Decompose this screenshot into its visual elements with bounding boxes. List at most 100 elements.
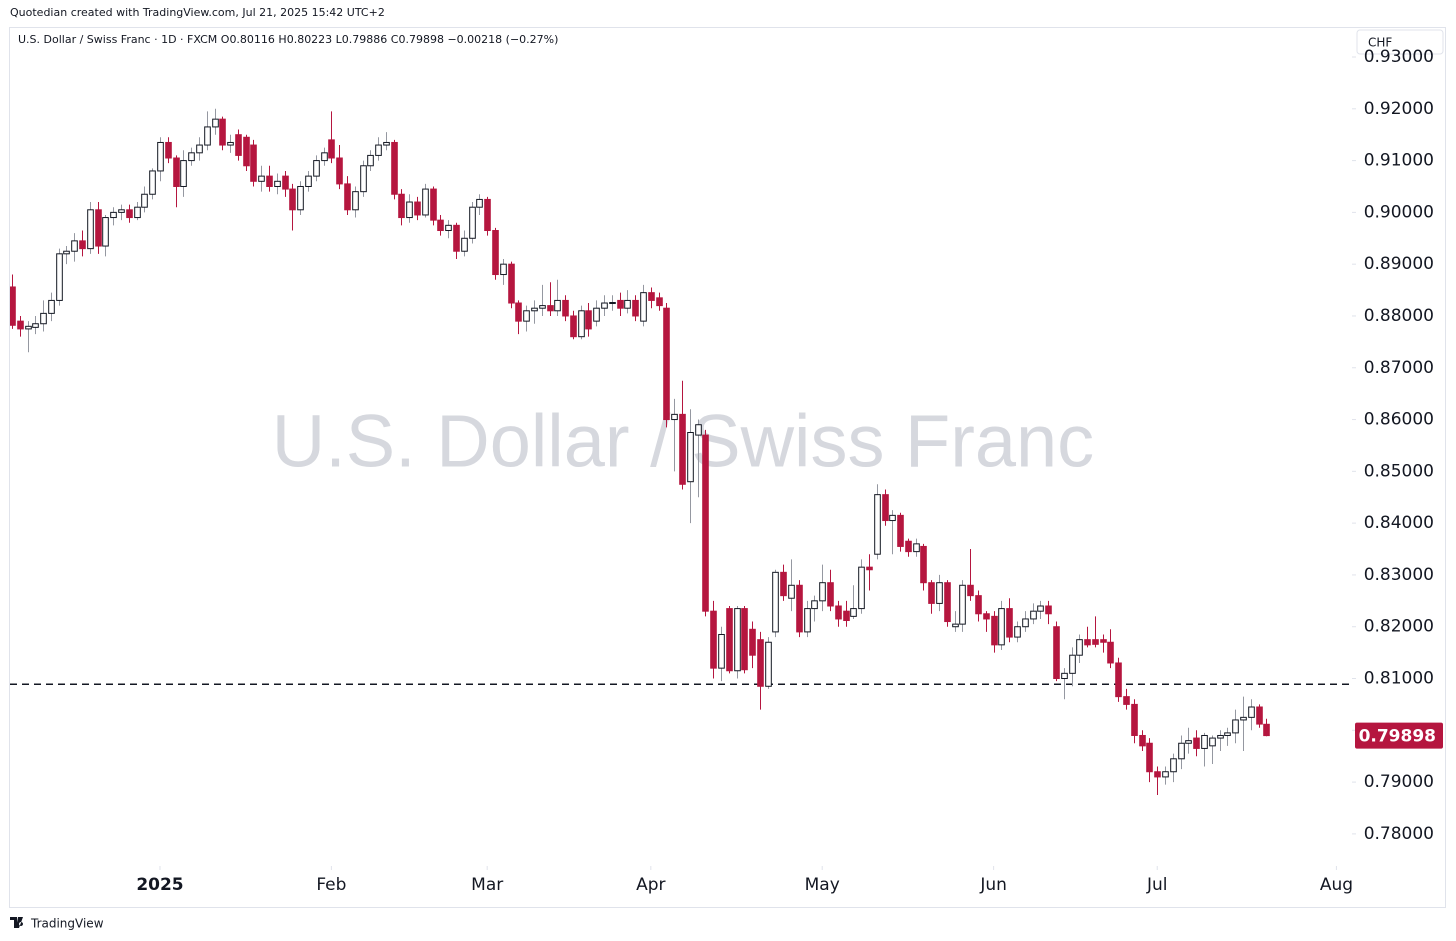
- candle-body: [398, 193, 405, 219]
- candle-body: [1084, 639, 1091, 646]
- candle-body: [367, 154, 374, 167]
- candle-body: [687, 431, 694, 483]
- candle-body: [554, 299, 561, 312]
- credit: Quotedian created with TradingView.com, …: [10, 6, 385, 19]
- candle-body: [227, 141, 234, 146]
- candle-body: [663, 307, 670, 421]
- candle-body: [375, 144, 382, 156]
- candle-body: [765, 641, 772, 687]
- candle-body: [648, 292, 655, 301]
- candle-body: [585, 310, 592, 330]
- candle-body: [188, 152, 195, 162]
- candle-body: [437, 219, 444, 232]
- candle-body: [180, 160, 187, 187]
- candle-body: [1100, 639, 1107, 643]
- candle-body: [710, 610, 717, 669]
- candle-body: [695, 424, 702, 436]
- candle-body: [780, 571, 787, 597]
- candle-body: [212, 118, 219, 128]
- candle-body: [547, 305, 554, 312]
- y-tick-label: 0.79000: [1364, 772, 1434, 792]
- candle-body: [998, 608, 1005, 646]
- candle-body: [1045, 605, 1052, 615]
- candle-body: [204, 126, 211, 146]
- candle-body: [609, 301, 616, 304]
- candle-body: [1030, 610, 1037, 620]
- candle-body: [328, 139, 335, 159]
- candle-body: [905, 540, 912, 553]
- candle-body: [134, 206, 141, 219]
- candle-body: [110, 211, 117, 219]
- x-tick-label: Jul: [1146, 875, 1168, 895]
- x-tick-label: Apr: [636, 875, 665, 895]
- candle-body: [352, 191, 359, 211]
- candle-body: [71, 240, 78, 252]
- candle-body: [344, 183, 351, 211]
- y-tick-label: 0.78000: [1364, 824, 1434, 844]
- candle-body: [1006, 608, 1013, 638]
- candle-body: [422, 188, 429, 216]
- candle-body: [414, 201, 421, 216]
- candle-body: [274, 180, 281, 187]
- candle-body: [858, 566, 865, 610]
- candle-body: [165, 141, 172, 159]
- candle-body: [702, 434, 709, 612]
- candle-body: [850, 608, 857, 617]
- candle-body: [1146, 742, 1153, 773]
- y-tick-label: 0.93000: [1364, 47, 1434, 67]
- candle-body: [843, 610, 850, 622]
- candle-body: [593, 307, 600, 322]
- x-tick-label: May: [805, 875, 840, 895]
- candle-body: [656, 297, 663, 307]
- candle-body: [788, 584, 795, 599]
- candle-body: [835, 605, 842, 620]
- candle-body: [1069, 654, 1076, 674]
- candle-body: [1022, 618, 1029, 628]
- candle-body: [63, 250, 70, 255]
- candle-body: [1193, 737, 1200, 749]
- candle-body: [967, 584, 974, 597]
- candle-body: [173, 157, 180, 187]
- candle-body: [539, 305, 546, 309]
- candle-body: [952, 623, 959, 628]
- candle-body: [959, 584, 966, 625]
- y-tick-label: 0.85000: [1364, 461, 1434, 481]
- candle-body: [1053, 626, 1060, 680]
- candle-body: [866, 566, 873, 571]
- currency[interactable]: CHF: [1368, 36, 1392, 50]
- candle-body: [819, 582, 826, 602]
- candle-body: [1131, 703, 1138, 736]
- candle-body: [601, 302, 608, 309]
- candle-body: [95, 209, 102, 247]
- candle-body: [991, 615, 998, 646]
- legend: U.S. Dollar / Swiss Franc · 1D · FXCM O0…: [18, 33, 558, 46]
- candle-body: [391, 141, 398, 195]
- candle-body: [1037, 605, 1044, 612]
- candle-body: [749, 628, 756, 656]
- candle-body: [897, 514, 904, 547]
- candle-body: [196, 144, 203, 154]
- candle-body: [523, 310, 530, 322]
- x-tick-label: 2025: [136, 875, 183, 895]
- candle-body: [975, 595, 982, 615]
- candle-body: [983, 613, 990, 620]
- currency-box[interactable]: [1356, 29, 1444, 55]
- candle-body: [757, 639, 764, 687]
- y-tick-label: 0.89000: [1364, 254, 1434, 274]
- candle-body: [141, 193, 148, 208]
- candle-body: [1263, 723, 1270, 737]
- candle-body: [1170, 758, 1177, 773]
- candle-body: [1248, 706, 1255, 718]
- candle-body: [10, 286, 16, 326]
- x-tick-label: Aug: [1320, 875, 1353, 895]
- y-tick-label: 0.87000: [1364, 358, 1434, 378]
- last-price-box: [1355, 722, 1443, 749]
- y-tick-label: 0.83000: [1364, 565, 1434, 585]
- y-tick-label: 0.82000: [1364, 617, 1434, 637]
- candle-body: [1014, 626, 1021, 638]
- candle-body: [17, 320, 24, 330]
- candle-body: [882, 494, 889, 522]
- candle-body: [282, 175, 289, 190]
- candle-body: [1154, 771, 1161, 778]
